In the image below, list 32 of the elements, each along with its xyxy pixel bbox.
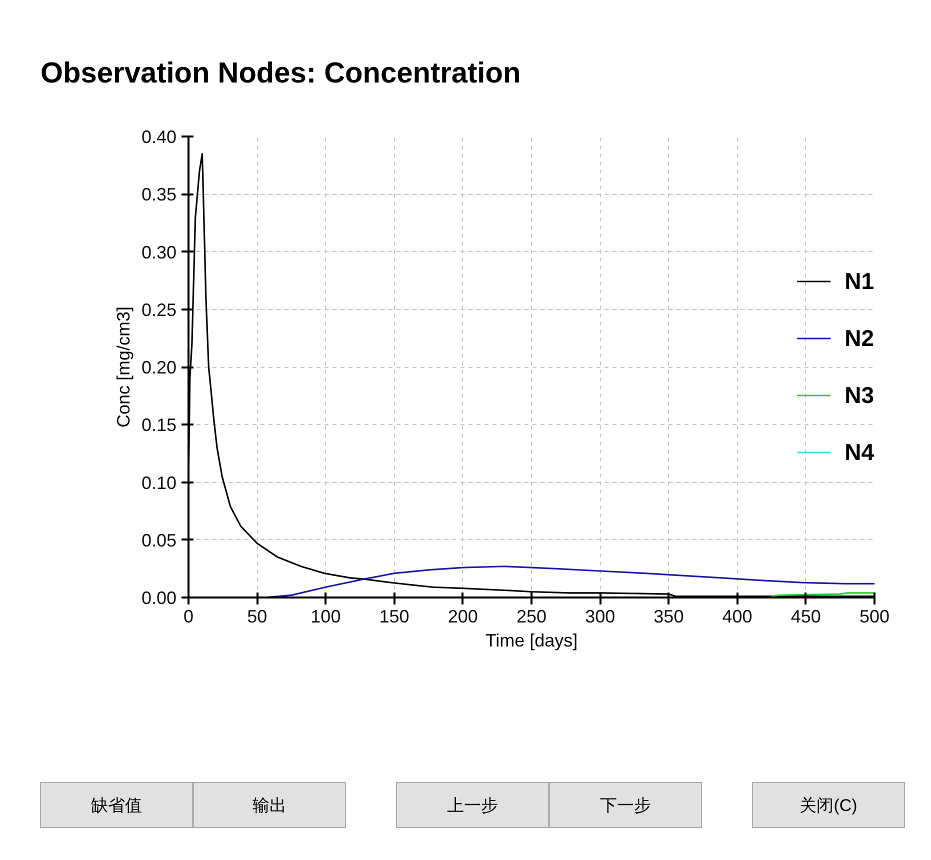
x-tick-label: 400	[722, 606, 752, 626]
text: 下一步	[549, 782, 702, 828]
y-tick-label: 0.15	[141, 415, 177, 436]
x-tick-label: 100	[310, 606, 341, 626]
x-axis-title: Time [days]	[485, 630, 578, 650]
y-tick-label: 0.00	[141, 588, 177, 608]
x-tick-label: 0	[183, 606, 194, 626]
y-tick-label: 0.20	[141, 358, 177, 378]
y-tick-label: 0.30	[141, 242, 177, 262]
x-tick-label: 50	[247, 606, 268, 626]
text: 上一步	[396, 782, 549, 828]
y-tick-label: 0.40	[141, 127, 177, 147]
y-tick-label: 0.25	[141, 300, 177, 320]
x-tick-label: 250	[516, 606, 547, 626]
x-tick-label: 500	[859, 606, 890, 626]
x-tick-label: 200	[448, 606, 478, 626]
y-tick-label: 0.05	[141, 530, 177, 550]
x-tick-label: 150	[379, 606, 410, 626]
legend-label: N4	[844, 438, 874, 466]
chart-title: Observation Nodes: Concentration	[40, 58, 521, 90]
legend-label: N3	[844, 382, 874, 408]
text: 输出	[193, 782, 346, 828]
x-tick-label: 350	[654, 606, 684, 626]
legend-label: N2	[844, 324, 874, 352]
y-axis-title: Conc [mg/cm3]	[113, 306, 134, 428]
text: 缺省值	[40, 782, 193, 828]
legend-label: N1	[844, 268, 874, 294]
y-tick-label: 0.10	[141, 472, 177, 493]
y-tick-label: 0.35	[141, 184, 177, 205]
x-tick-label: 450	[790, 606, 821, 626]
x-tick-label: 300	[585, 606, 616, 626]
text: 关闭(C)	[752, 782, 905, 828]
